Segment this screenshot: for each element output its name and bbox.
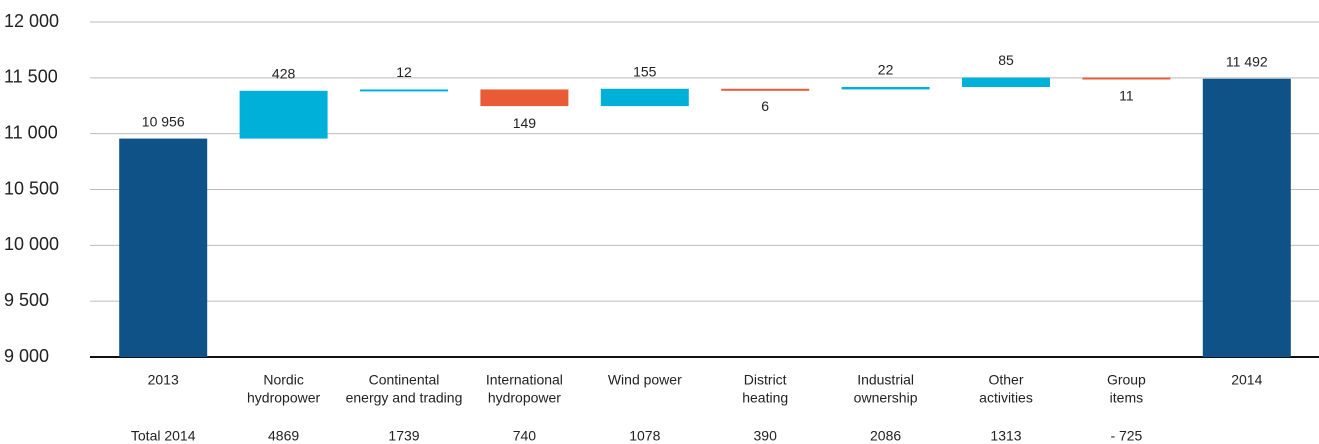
bar <box>841 86 930 90</box>
y-tick-label: 11 000 <box>4 122 58 142</box>
value-label: 10 956 <box>142 113 185 129</box>
value-label: 22 <box>878 62 894 78</box>
x-tick-label: Industrial <box>857 372 914 388</box>
y-tick-label: 10 500 <box>4 178 59 198</box>
value-label: 85 <box>998 52 1014 68</box>
y-tick-label: 11 500 <box>4 67 58 87</box>
bar <box>360 89 448 92</box>
bar <box>721 88 810 91</box>
bar <box>1202 78 1291 357</box>
footer-cell: 390 <box>754 428 778 444</box>
x-tick-label: Group <box>1107 372 1146 388</box>
x-tick-label: hydropower <box>488 390 561 406</box>
footer-cell: 4869 <box>268 428 299 444</box>
x-tick-label: heating <box>742 390 788 406</box>
x-tick-label: items <box>1110 390 1143 406</box>
bar <box>480 89 569 107</box>
x-tick-label: District <box>744 372 787 388</box>
value-label: 6 <box>761 98 769 114</box>
x-tick-label: Nordic <box>263 372 303 388</box>
value-label: 428 <box>272 65 296 81</box>
value-label: 11 492 <box>1226 53 1268 69</box>
value-label: 149 <box>513 115 537 131</box>
x-tick-label: 2013 <box>148 372 179 388</box>
footer-cell: 2086 <box>870 428 901 444</box>
x-tick-label: International <box>486 372 563 388</box>
bar <box>600 88 689 107</box>
y-tick-label: 9 500 <box>4 290 49 310</box>
footer-cell: 1313 <box>990 428 1021 444</box>
x-tick-label: 2014 <box>1231 372 1262 388</box>
footer-cell: 1078 <box>629 428 660 444</box>
x-tick-label: Other <box>988 372 1023 388</box>
footer-cell: 1739 <box>388 428 419 444</box>
bar <box>1082 77 1171 80</box>
x-tick-label: ownership <box>854 390 918 406</box>
footer-cell: 740 <box>513 428 537 444</box>
x-tick-label: activities <box>979 390 1033 406</box>
value-label: 11 <box>1119 87 1134 103</box>
value-label: 155 <box>633 63 657 79</box>
bar <box>962 77 1050 87</box>
bar <box>119 138 208 357</box>
footer-cell: - 725 <box>1110 428 1142 444</box>
y-tick-label: 10 000 <box>4 234 59 254</box>
x-tick-label: Wind power <box>608 372 682 388</box>
x-tick-label: energy and trading <box>346 390 463 406</box>
y-tick-label: 9 000 <box>4 346 49 366</box>
value-label: 12 <box>396 64 412 80</box>
x-tick-label: hydropower <box>247 390 320 406</box>
x-tick-label: Continental <box>369 372 440 388</box>
footer-cell: Total 2014 <box>131 428 196 444</box>
y-tick-label: 12 000 <box>4 11 59 31</box>
bar <box>239 90 328 139</box>
